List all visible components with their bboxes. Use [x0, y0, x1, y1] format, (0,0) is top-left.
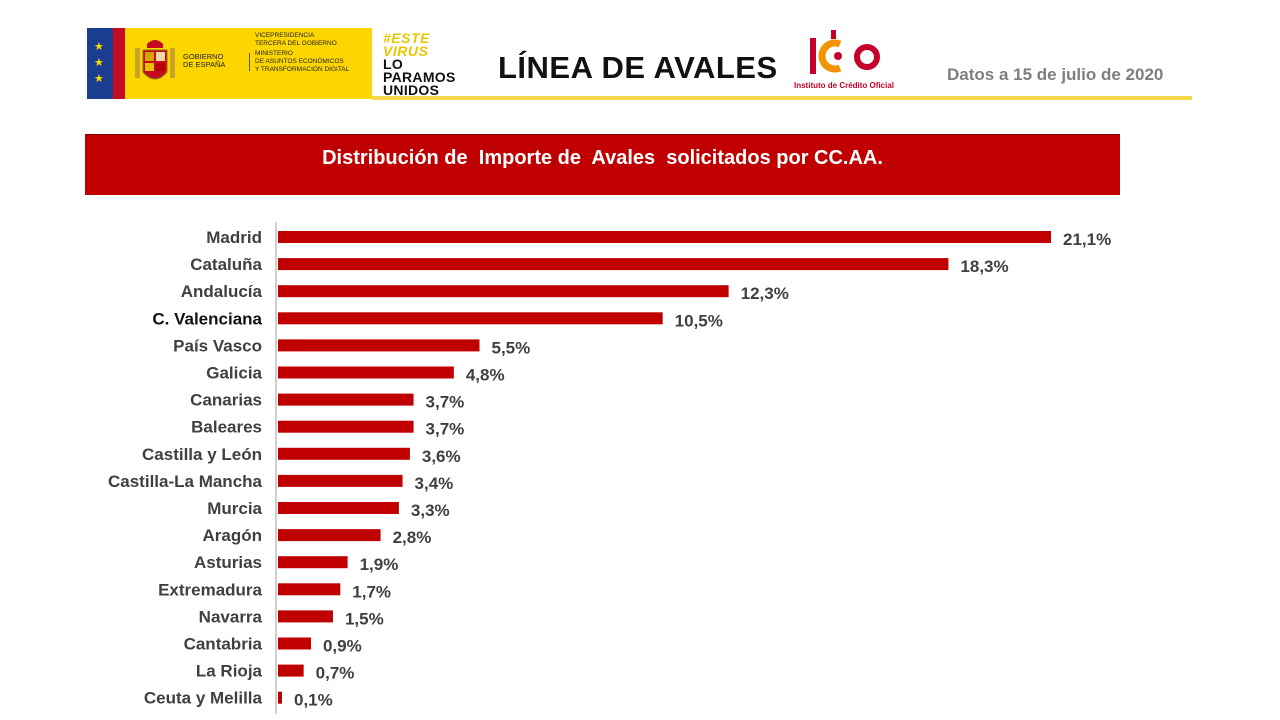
virus-logo-line: UNIDOS: [383, 82, 440, 98]
eu-flag-strip: ★ ★ ★: [87, 28, 113, 99]
ministry-line: Vicepresidencia: [255, 32, 315, 39]
data-label: 3,3%: [411, 501, 450, 520]
category-label: País Vasco: [173, 336, 262, 355]
bar: [278, 637, 311, 650]
category-label: Murcia: [207, 499, 262, 518]
star-icon: ★: [94, 57, 104, 69]
data-label: 0,9%: [323, 637, 362, 656]
bar: [278, 474, 403, 487]
bar: [278, 691, 282, 704]
bar: [278, 502, 399, 514]
category-label: C. Valenciana: [152, 309, 262, 328]
data-label: 2,8%: [393, 528, 432, 547]
category-label: Castilla-La Mancha: [108, 472, 263, 491]
category-label: Navarra: [199, 607, 263, 626]
bar: [278, 393, 414, 406]
data-label: 18,3%: [960, 257, 1008, 276]
data-date: Datos a 15 de julio de 2020: [947, 65, 1164, 84]
data-label: 1,9%: [360, 555, 399, 574]
data-label: 3,6%: [422, 447, 461, 466]
category-label: Canarias: [190, 391, 262, 410]
virus-logo-line: #ESTE: [383, 30, 430, 46]
category-label: Madrid: [206, 228, 262, 247]
ministry-line: de Asuntos Económicos: [255, 58, 344, 65]
gov-name-line: de España: [183, 60, 226, 69]
category-label: Aragón: [203, 526, 263, 545]
ico-logo-icon: [810, 30, 880, 74]
header-divider: [372, 96, 1192, 100]
gov-name: Gobierno de España: [183, 53, 250, 71]
data-label: 0,1%: [294, 691, 333, 710]
category-label: Cataluña: [190, 255, 262, 274]
bar: [278, 285, 729, 298]
bar: [278, 339, 480, 352]
data-label: 1,7%: [352, 582, 391, 601]
bar: [278, 258, 949, 271]
data-label: 1,5%: [345, 609, 384, 628]
government-of-spain-logo: ★ ★ ★ Gobierno de España Vicepresidencia…: [87, 28, 372, 99]
este-virus-logo: #ESTE VIRUS LO PARAMOS UNIDOS: [383, 30, 483, 98]
bar: [278, 420, 414, 433]
chart-title-banner: Distribución de Importe de Avales solici…: [85, 134, 1120, 195]
data-label: 21,1%: [1063, 230, 1111, 249]
spain-flag-strip: [113, 28, 125, 99]
virus-logo-line: PARAMOS: [383, 69, 456, 85]
ico-caption: Instituto de Crédito Oficial: [794, 81, 895, 90]
bar: [278, 529, 381, 542]
chart-title: Distribución de Importe de Avales solici…: [322, 147, 883, 169]
page-title: LÍNEA DE AVALES: [498, 50, 778, 85]
data-label: 12,3%: [741, 284, 789, 303]
virus-logo-line: LO: [383, 56, 404, 72]
bar: [278, 664, 304, 677]
star-icon: ★: [94, 41, 104, 53]
gov-name-line: Gobierno: [183, 52, 224, 61]
category-label: Galicia: [206, 364, 262, 383]
bar: [278, 583, 341, 596]
ministry-line: Tercera del Gobierno: [255, 40, 337, 47]
bar: [278, 312, 663, 325]
data-label: 3,4%: [415, 474, 454, 493]
bar: [278, 366, 454, 379]
data-label: 3,7%: [426, 420, 465, 439]
coat-of-arms-icon: [135, 40, 175, 80]
category-label: Cantabria: [184, 635, 263, 654]
bar: [278, 556, 348, 569]
category-label: Baleares: [191, 418, 262, 437]
ministry-name: Vicepresidencia Tercera del Gobierno Min…: [255, 32, 349, 99]
data-label: 4,8%: [466, 366, 505, 385]
bar: [278, 447, 410, 460]
category-label: Andalucía: [181, 282, 263, 301]
category-label: La Rioja: [196, 662, 263, 681]
ministry-line: Ministerio: [255, 50, 293, 57]
data-label: 5,5%: [491, 338, 530, 357]
category-label: Asturias: [194, 553, 262, 572]
category-label: Castilla y León: [142, 445, 262, 464]
star-icon: ★: [94, 73, 104, 85]
ministry-line: y Transformación Digital: [255, 66, 350, 73]
data-label: 0,7%: [316, 664, 355, 683]
category-label: Ceuta y Melilla: [144, 689, 263, 708]
bar: [278, 231, 1051, 243]
data-label: 10,5%: [675, 311, 723, 330]
virus-logo-line: VIRUS: [383, 43, 429, 59]
category-label: Extremadura: [158, 580, 262, 599]
data-label: 3,7%: [426, 393, 465, 412]
bar: [278, 610, 333, 623]
